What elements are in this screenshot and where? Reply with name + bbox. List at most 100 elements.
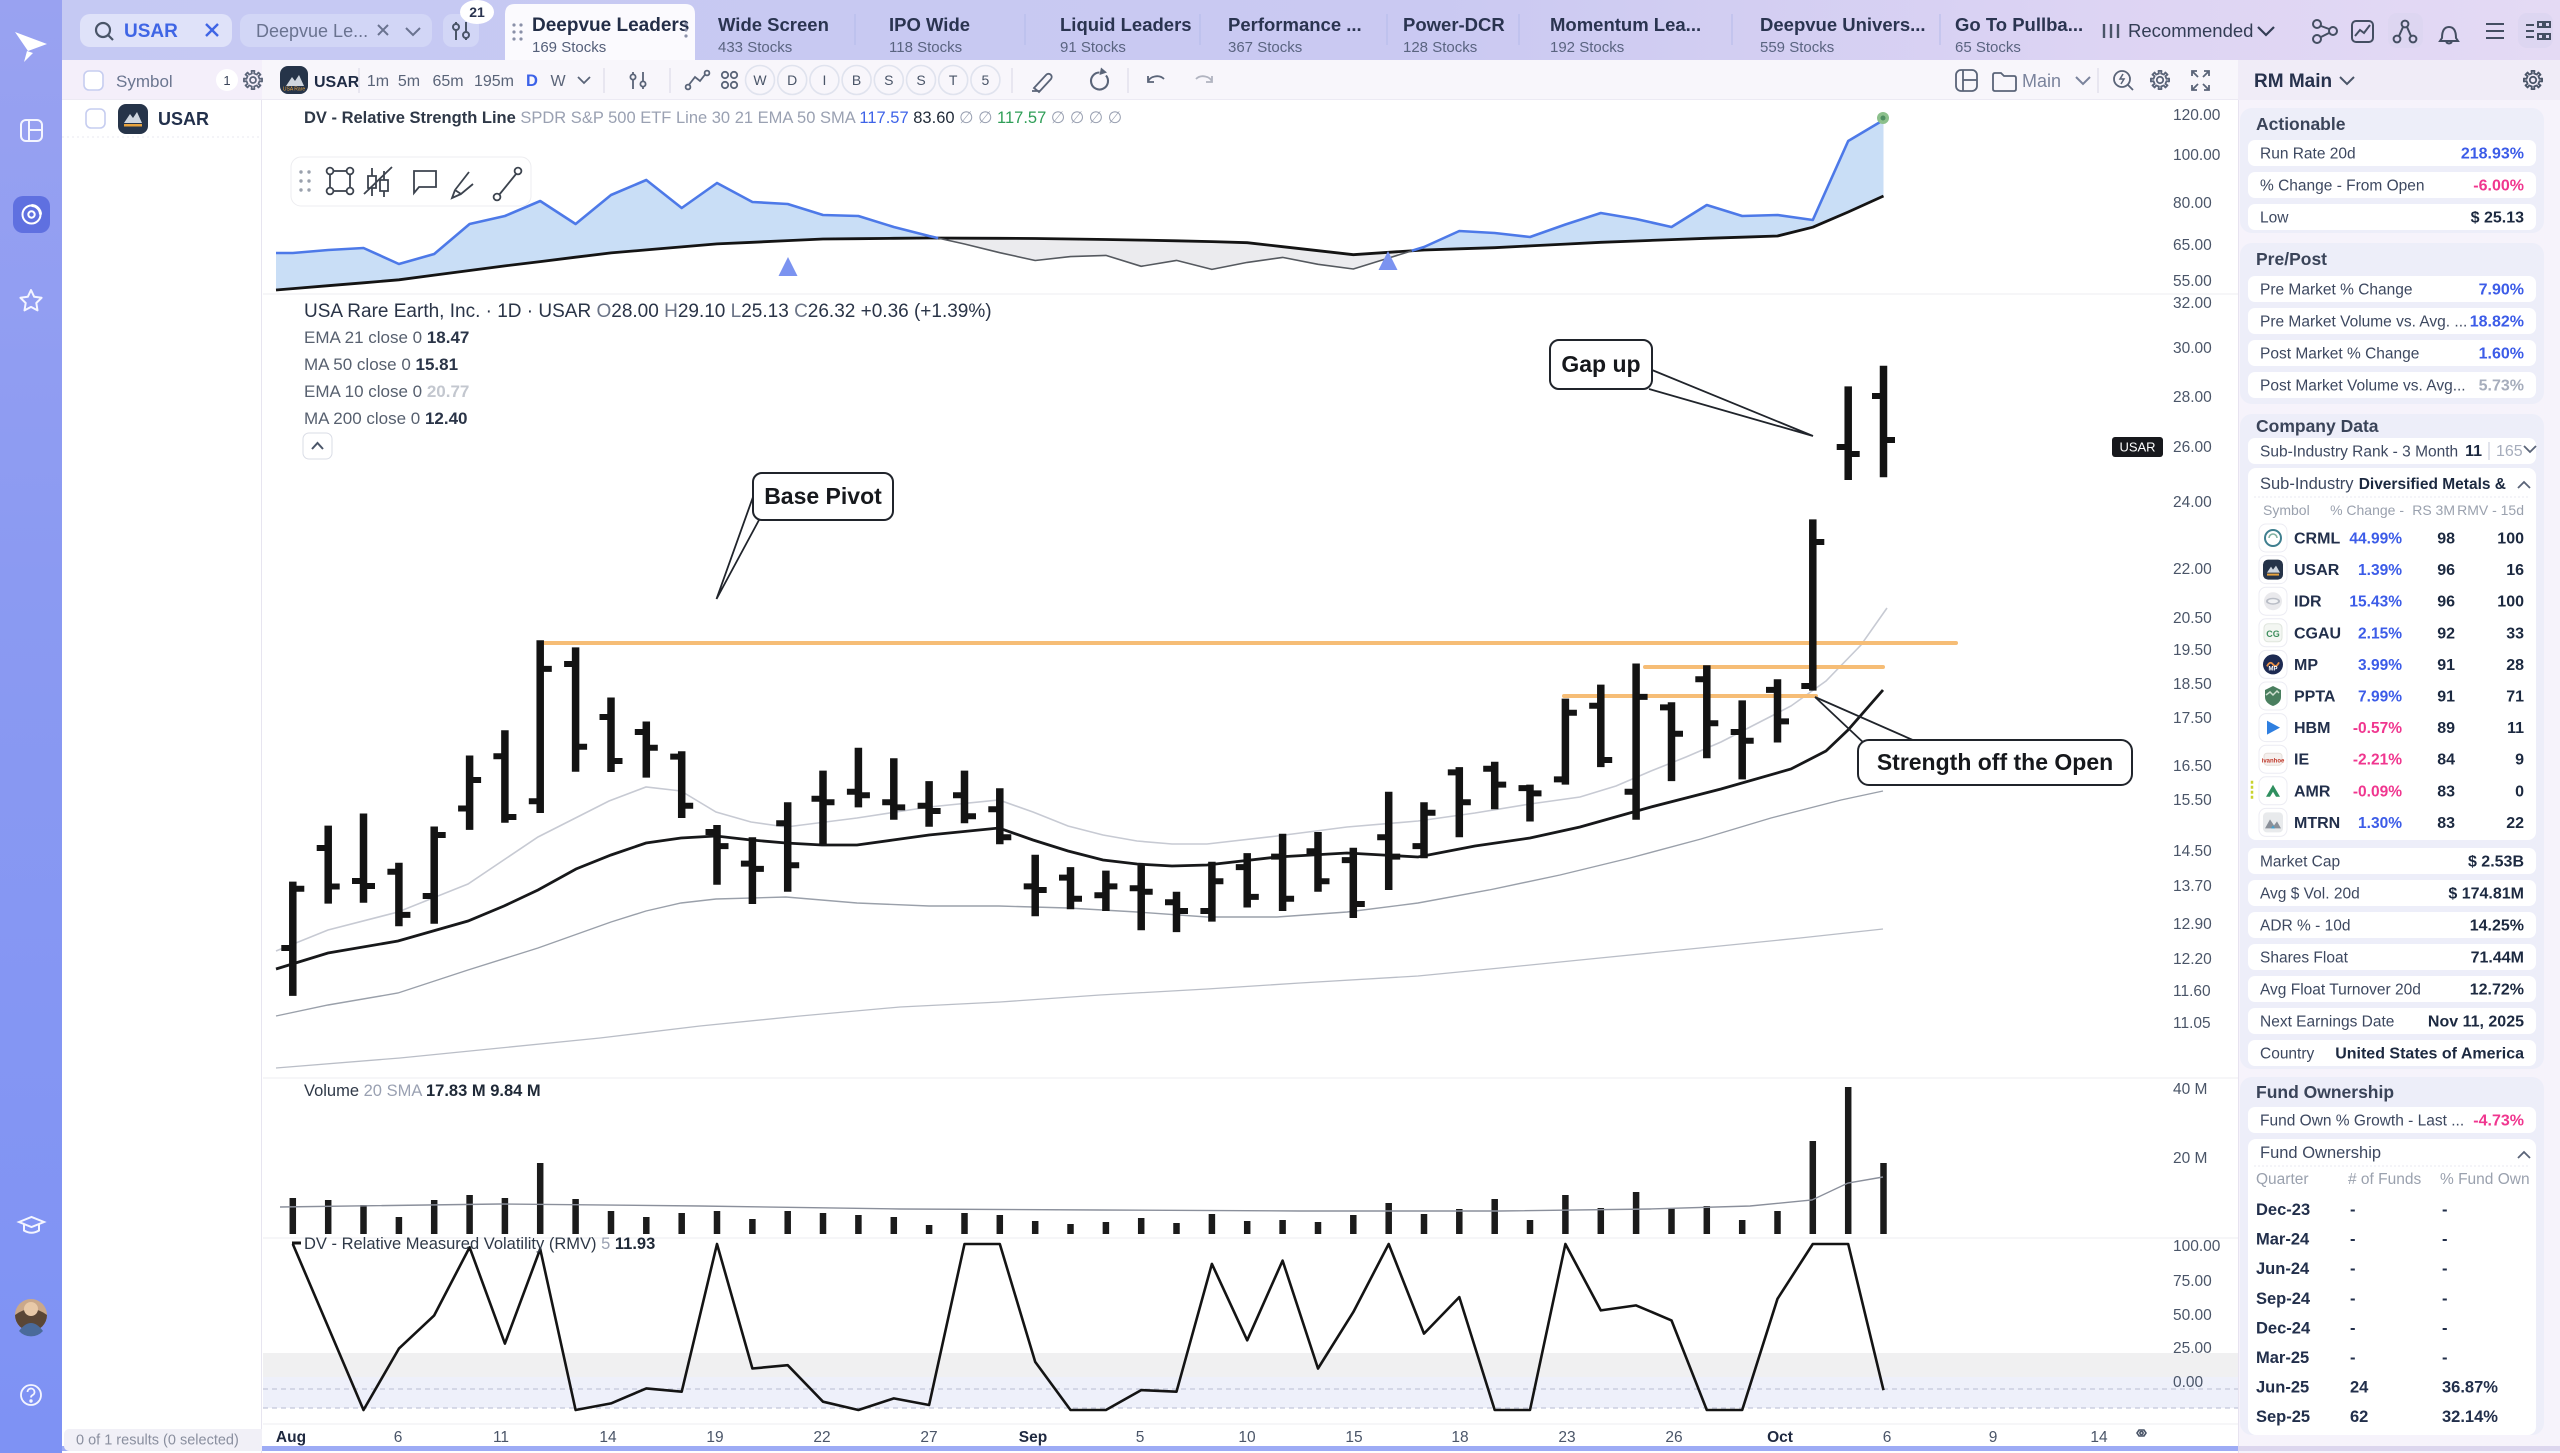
svg-text:Performance ...: Performance ... — [1228, 14, 1362, 35]
svg-text:5m: 5m — [398, 73, 420, 90]
svg-text:Actionable: Actionable — [2256, 114, 2346, 134]
svg-text:11.05: 11.05 — [2173, 1015, 2211, 1032]
svg-text:25.00: 25.00 — [2173, 1340, 2212, 1357]
svg-text:Post Market Volume vs. Avg...: Post Market Volume vs. Avg... — [2260, 378, 2466, 395]
svg-text:-: - — [2442, 1290, 2448, 1308]
svg-text:% Change - From Open: % Change - From Open — [2260, 178, 2425, 195]
svg-text:5: 5 — [1136, 1429, 1145, 1446]
svg-text:26: 26 — [1665, 1429, 1682, 1446]
svg-text:128 Stocks: 128 Stocks — [1403, 39, 1477, 56]
svg-text:Wide Screen: Wide Screen — [718, 14, 829, 35]
svg-text:18: 18 — [1451, 1429, 1468, 1446]
svg-text:Pre/Post: Pre/Post — [2256, 249, 2327, 269]
svg-text:2.15%: 2.15% — [2358, 625, 2402, 642]
svg-text:20.50: 20.50 — [2173, 610, 2212, 627]
svg-text:Post Market % Change: Post Market % Change — [2260, 346, 2419, 363]
svg-text:71.44M: 71.44M — [2471, 950, 2524, 967]
svg-text:Sub-Industry Rank - 3 Month: Sub-Industry Rank - 3 Month — [2260, 444, 2458, 461]
svg-text:RS 3M: RS 3M — [2412, 502, 2455, 518]
svg-text:21: 21 — [469, 4, 485, 20]
svg-text:18.82%: 18.82% — [2470, 314, 2524, 331]
svg-text:-0.57%: -0.57% — [2353, 720, 2402, 737]
svg-text:Jun-25: Jun-25 — [2256, 1379, 2309, 1397]
svg-text:26.00: 26.00 — [2173, 439, 2212, 456]
svg-text:30.00: 30.00 — [2173, 340, 2212, 357]
svg-text:PPTA: PPTA — [2294, 689, 2336, 706]
svg-text:ADR % - 10d: ADR % - 10d — [2260, 918, 2350, 935]
svg-text:Deepvue Le...: Deepvue Le... — [256, 21, 368, 41]
svg-text:USAR: USAR — [124, 21, 178, 42]
svg-text:Market Cap: Market Cap — [2260, 854, 2340, 871]
svg-text:CGAU: CGAU — [2294, 625, 2341, 642]
svg-text:19: 19 — [706, 1429, 723, 1446]
svg-text:HBM: HBM — [2294, 720, 2330, 737]
svg-text:B: B — [852, 72, 861, 88]
svg-text:Fund Ownership: Fund Ownership — [2256, 1082, 2394, 1102]
svg-text:Company Data: Company Data — [2256, 416, 2379, 436]
svg-text:-: - — [2442, 1260, 2448, 1278]
svg-text:-: - — [2350, 1349, 2356, 1367]
svg-text:11.60: 11.60 — [2173, 983, 2211, 1000]
svg-text:91: 91 — [2437, 657, 2455, 674]
svg-text:16: 16 — [2506, 562, 2524, 579]
svg-text:559 Stocks: 559 Stocks — [1760, 39, 1834, 56]
svg-text:Symbol: Symbol — [116, 72, 173, 91]
svg-text:Pre Market Volume vs. Avg. ...: Pre Market Volume vs. Avg. ... — [2260, 314, 2467, 331]
svg-text:0: 0 — [2515, 783, 2524, 800]
svg-text:40 M: 40 M — [2173, 1081, 2207, 1098]
svg-text:S: S — [916, 72, 925, 88]
svg-text:USA Rare: USA Rare — [283, 87, 305, 93]
svg-text:0 of 1 results (0 selected): 0 of 1 results (0 selected) — [76, 1433, 239, 1449]
svg-text:Strength off the Open: Strength off the Open — [1877, 749, 2113, 775]
svg-text:United States of America: United States of America — [2335, 1046, 2524, 1063]
svg-text:Country: Country — [2260, 1046, 2315, 1063]
svg-text:RM Main: RM Main — [2254, 71, 2332, 92]
svg-text:22.00: 22.00 — [2173, 561, 2212, 578]
svg-text:1m: 1m — [367, 73, 389, 90]
svg-text:Sub-Industry: Sub-Industry — [2260, 475, 2354, 493]
svg-text:USA Rare Earth, Inc. · 1D · US: USA Rare Earth, Inc. · 1D · USAR O28.00 … — [304, 301, 992, 322]
svg-text:Go To Pullba...: Go To Pullba... — [1955, 14, 2083, 35]
svg-text:MP: MP — [2294, 657, 2318, 674]
svg-text:W: W — [753, 72, 767, 88]
svg-text:14: 14 — [599, 1429, 617, 1446]
svg-text:USAR: USAR — [2119, 440, 2155, 455]
svg-text:Gap up: Gap up — [1561, 351, 1640, 377]
svg-text:15.50: 15.50 — [2173, 792, 2212, 809]
svg-text:S: S — [884, 72, 893, 88]
svg-text:Mar-25: Mar-25 — [2256, 1349, 2309, 1367]
svg-text:18.50: 18.50 — [2173, 676, 2212, 693]
svg-text:89: 89 — [2437, 720, 2455, 737]
svg-text:IE: IE — [2294, 752, 2309, 769]
svg-text:75.00: 75.00 — [2173, 1273, 2212, 1290]
svg-text:Low: Low — [2260, 210, 2289, 227]
svg-text:USAR: USAR — [314, 74, 360, 91]
svg-text:100: 100 — [2497, 531, 2524, 548]
svg-text:Deepvue Univers...: Deepvue Univers... — [1760, 14, 1926, 35]
svg-text:23: 23 — [1558, 1429, 1575, 1446]
svg-text:Pre Market % Change: Pre Market % Change — [2260, 282, 2413, 299]
svg-text:Aug: Aug — [276, 1429, 306, 1446]
svg-text:-: - — [2350, 1260, 2356, 1278]
svg-text:-0.09%: -0.09% — [2353, 783, 2402, 800]
svg-text:6: 6 — [1883, 1429, 1892, 1446]
svg-text:% Fund Own: % Fund Own — [2440, 1171, 2530, 1188]
svg-text:CRML: CRML — [2294, 531, 2340, 548]
svg-text:91: 91 — [2437, 689, 2455, 706]
svg-text:3.99%: 3.99% — [2358, 657, 2402, 674]
svg-text:Dec-24: Dec-24 — [2256, 1319, 2311, 1337]
svg-text:15.43%: 15.43% — [2349, 594, 2402, 611]
svg-text:1.39%: 1.39% — [2358, 562, 2402, 579]
svg-text:Diversified Metals &: Diversified Metals & — [2359, 476, 2506, 493]
svg-text:24.00: 24.00 — [2173, 494, 2212, 511]
svg-text:Fund Ownership: Fund Ownership — [2260, 1144, 2381, 1162]
svg-text:Base Pivot: Base Pivot — [764, 483, 882, 509]
svg-text:12.72%: 12.72% — [2470, 982, 2524, 999]
svg-text:MA 50 close 0 15.81: MA 50 close 0 15.81 — [304, 355, 458, 374]
svg-text:33: 33 — [2506, 625, 2524, 642]
svg-text:13.70: 13.70 — [2173, 878, 2212, 895]
svg-text:100.00: 100.00 — [2173, 1238, 2221, 1255]
svg-text:5: 5 — [982, 72, 990, 88]
svg-text:10: 10 — [1238, 1429, 1256, 1446]
svg-text:11: 11 — [2465, 443, 2482, 460]
